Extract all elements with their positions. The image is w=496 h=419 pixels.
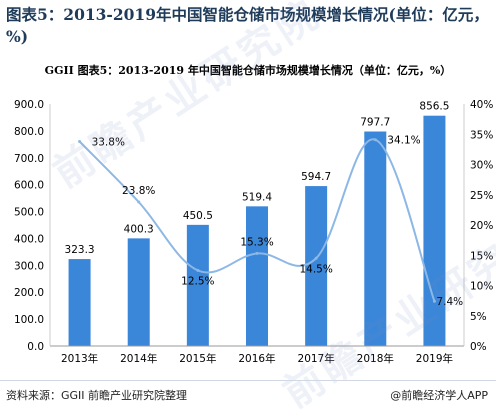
line-point (373, 138, 377, 142)
chart-title: GGII 图表5：2013-2019 年中国智能仓储市场规模增长情况（单位：亿元… (44, 64, 452, 77)
bar-value-label: 519.4 (242, 191, 272, 203)
y-tick-label-left: 900.0 (14, 99, 44, 111)
y-tick-label-left: 100.0 (14, 314, 44, 326)
bar (127, 238, 150, 346)
bars-layer (68, 115, 446, 347)
line-value-label: 7.4% (436, 296, 463, 308)
y-tick-label-right: 35% (470, 129, 493, 141)
bar-value-label: 400.3 (124, 223, 154, 235)
y-tick-label-left: 0.0 (27, 341, 44, 353)
chart: 0.0 100.0 200.0 300.0 400.0 500.0 600.0 700.0 80… (14, 99, 493, 365)
line-value-label: 15.3% (240, 236, 273, 248)
line-value-label: 33.8% (92, 137, 125, 149)
line-value-label: 14.5% (299, 263, 332, 275)
y-tick-label-right: 40% (470, 99, 493, 111)
brand-note: @前瞻经济学人APP (390, 389, 488, 402)
line-point (78, 140, 82, 144)
x-tick-label: 2015年 (179, 352, 216, 365)
y-tick-label-right: 5% (470, 311, 487, 323)
x-tick-label: 2018年 (357, 352, 394, 365)
bar-value-label: 323.3 (65, 244, 95, 256)
line-value-label: 12.5% (181, 275, 214, 287)
line-value-label: 23.8% (122, 185, 155, 197)
line-point (255, 251, 259, 255)
x-tick-label: 2019年 (416, 352, 453, 365)
line-point (314, 256, 318, 260)
y-tick-label-right: 10% (470, 281, 493, 293)
y-tick-label-left: 300.0 (14, 260, 44, 272)
bar (364, 131, 387, 346)
x-tick-label: 2016年 (238, 352, 275, 365)
line-point (137, 200, 141, 204)
bar-value-label: 856.5 (419, 101, 449, 113)
y-tick-label-right: 15% (470, 250, 493, 262)
bar (305, 186, 328, 346)
y-tick-label-left: 200.0 (14, 287, 44, 299)
bar-value-label: 797.7 (360, 117, 390, 129)
bar-value-label: 450.5 (183, 210, 213, 222)
line-point (196, 268, 200, 272)
bar-value-label: 594.7 (301, 171, 331, 183)
line-layer (78, 138, 436, 303)
axes-layer: 0.0 100.0 200.0 300.0 400.0 500.0 600.0 700.0 80… (14, 99, 493, 365)
line-value-label: 34.1% (387, 135, 420, 147)
labels-layer: 323.3 400.3 450.5 519.4 594.7 797.7 856.5 33.8%… (65, 101, 464, 309)
source-note: 资料来源：GGII 前瞻产业研究院整理 (6, 389, 188, 402)
x-tick-label: 2013年 (61, 352, 98, 365)
x-tick-label: 2014年 (120, 352, 157, 365)
bar (68, 259, 91, 346)
y-tick-label-left: 400.0 (14, 233, 44, 245)
bar (186, 224, 209, 346)
y-tick-label-left: 700.0 (14, 153, 44, 165)
y-tick-label-left: 500.0 (14, 207, 44, 219)
y-tick-label-right: 30% (470, 160, 493, 172)
y-tick-label-left: 800.0 (14, 126, 44, 138)
bar (423, 115, 446, 347)
y-tick-label-right: 25% (470, 190, 493, 202)
x-tick-label: 2017年 (298, 352, 335, 365)
y-tick-label-right: 0% (470, 341, 487, 353)
line-point (432, 299, 436, 303)
footer: 资料来源：GGII 前瞻产业研究院整理 @前瞻经济学人APP (0, 380, 496, 417)
y-tick-label-right: 20% (470, 220, 493, 232)
page-title: 图表5：2013-2019年中国智能仓储市场规模增长情况(单位：亿元，%) (6, 5, 489, 46)
bar (246, 206, 268, 346)
y-tick-label-left: 600.0 (14, 180, 44, 192)
